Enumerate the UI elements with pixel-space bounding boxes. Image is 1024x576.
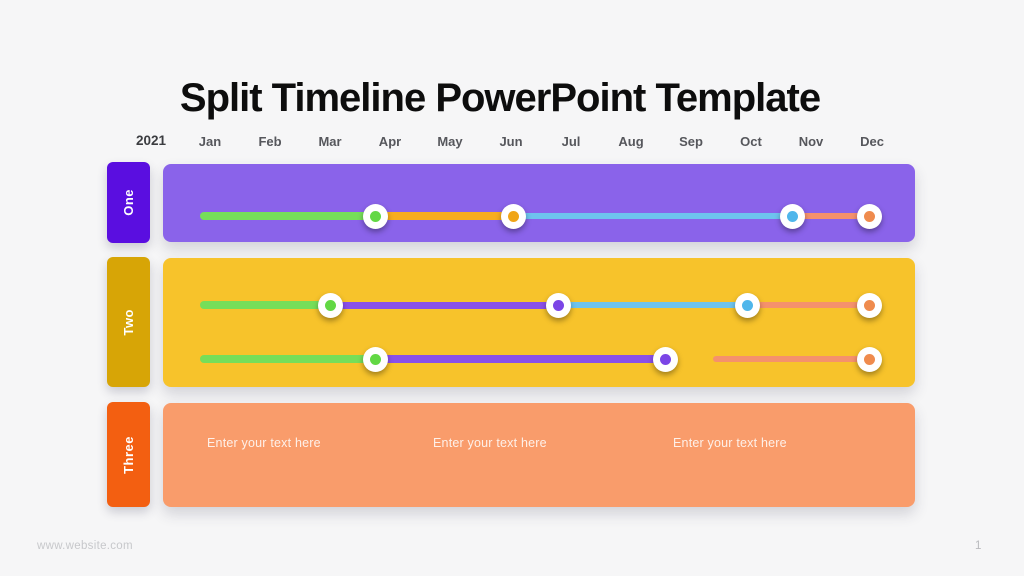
month-label-may: May	[437, 134, 463, 149]
month-label-mar: Mar	[318, 134, 342, 149]
month-label-oct: Oct	[740, 134, 762, 149]
footer-website: www.website.com	[37, 540, 133, 552]
row-label-one[interactable]: One	[107, 162, 150, 243]
month-label-apr: Apr	[378, 134, 402, 149]
month-label-feb: Feb	[258, 134, 282, 149]
month-label-aug: Aug	[618, 134, 644, 149]
row-label-one-text: One	[121, 189, 136, 216]
year-label: 2021	[135, 133, 167, 148]
footer-page-number: 1	[975, 540, 982, 552]
row-label-two-text: Two	[121, 308, 136, 336]
row-bar-three[interactable]	[163, 403, 915, 507]
row-bar-two[interactable]	[163, 258, 915, 387]
row-label-three[interactable]: Three	[107, 402, 150, 507]
text-placeholder-1[interactable]: Enter your text here	[207, 436, 321, 450]
text-placeholder-2[interactable]: Enter your text here	[433, 436, 547, 450]
month-label-dec: Dec	[860, 134, 884, 149]
slide-title[interactable]: Split Timeline PowerPoint Template	[179, 75, 821, 120]
text-placeholder-3[interactable]: Enter your text here	[673, 436, 787, 450]
row-bar-one[interactable]	[163, 164, 915, 242]
month-label-nov: Nov	[798, 134, 824, 149]
month-label-jul: Jul	[561, 134, 581, 149]
month-label-jun: Jun	[499, 134, 523, 149]
row-label-three-text: Three	[121, 435, 136, 474]
row-label-two[interactable]: Two	[107, 257, 150, 387]
month-label-jan: Jan	[198, 134, 222, 149]
month-label-sep: Sep	[679, 134, 703, 149]
